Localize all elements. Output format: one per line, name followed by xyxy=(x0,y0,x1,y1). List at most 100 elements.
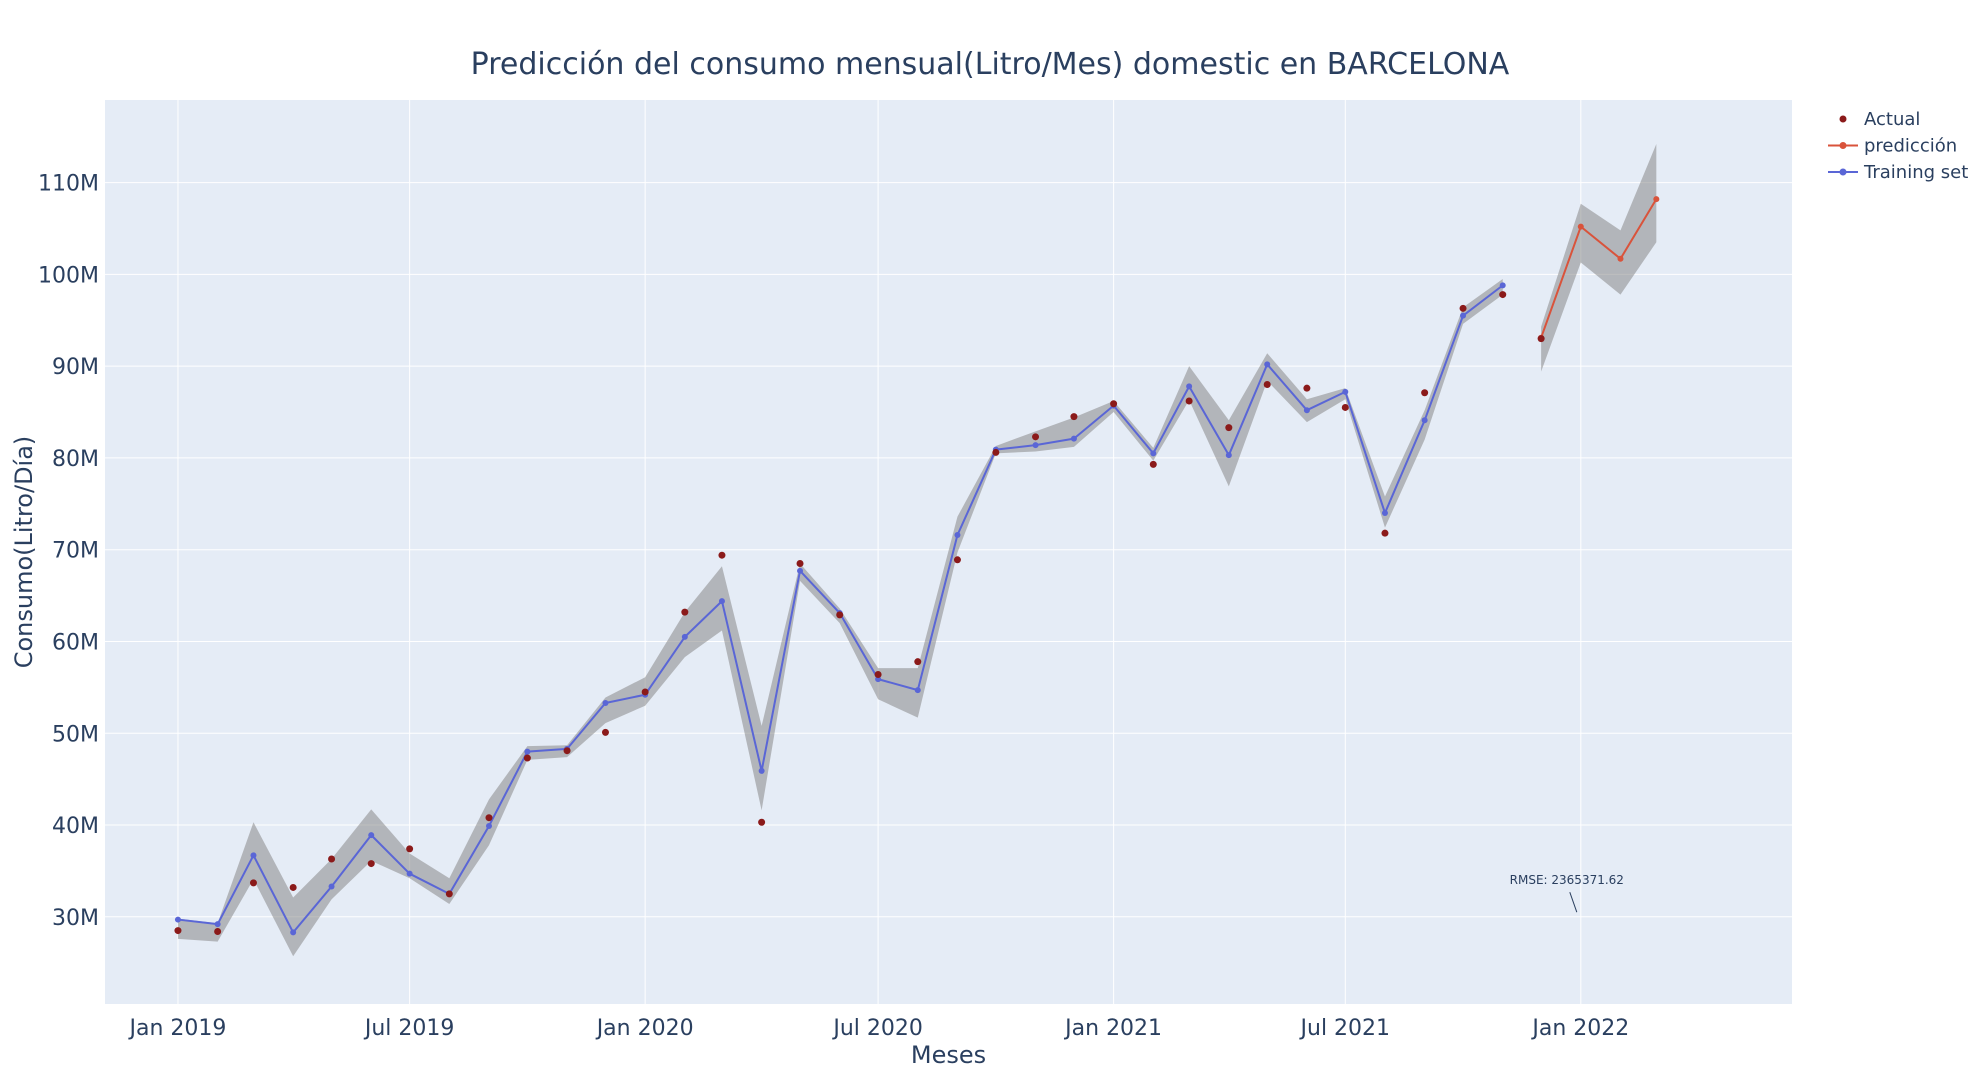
x-axis-ticks: Jan 2019 Jul 2019 Jan 2020 Jul 2020 Jan 2021… xyxy=(128,1016,1630,1041)
actual-point[interactable] xyxy=(174,927,182,935)
training-set-point[interactable] xyxy=(1032,442,1039,449)
actual-point[interactable] xyxy=(718,551,726,559)
actual-point[interactable] xyxy=(914,658,922,666)
legend-swatch-marker xyxy=(1839,142,1847,149)
prediccion-line[interactable] xyxy=(1540,198,1658,339)
training-set-point[interactable] xyxy=(485,822,492,829)
actual-point[interactable] xyxy=(1149,460,1157,468)
legend-item-actual[interactable]: Actual xyxy=(1839,109,1921,130)
actual-point[interactable] xyxy=(1537,335,1545,343)
y-axis-ticks: 30M 40M 50M 60M 70M 80M 90M 100M 110M xyxy=(38,172,99,931)
training-set-point[interactable] xyxy=(174,916,181,923)
training-set-point[interactable] xyxy=(1150,450,1157,457)
actual-point[interactable] xyxy=(1070,413,1078,421)
actual-point[interactable] xyxy=(953,556,961,564)
annotations: RMSE: 2365371.62 xyxy=(1510,873,1624,913)
actual-point[interactable] xyxy=(992,448,1000,456)
training-set-point[interactable] xyxy=(1225,452,1232,459)
y-tick-label: 60M xyxy=(52,630,99,655)
actual-point[interactable] xyxy=(1421,389,1429,397)
training-set-point[interactable] xyxy=(368,832,375,839)
legend-item-training-set[interactable]: Training set xyxy=(1828,162,1968,183)
y-tick-label: 30M xyxy=(52,906,99,931)
actual-point[interactable] xyxy=(1499,291,1507,299)
actual-point[interactable] xyxy=(1225,424,1233,432)
x-tick-label: Jul 2019 xyxy=(363,1016,455,1041)
legend-label: Training set xyxy=(1863,162,1968,183)
training-set-point[interactable] xyxy=(1460,312,1467,319)
actual-point[interactable] xyxy=(1303,384,1311,392)
actual-point[interactable] xyxy=(1110,400,1118,408)
grid-lines xyxy=(105,100,1792,1004)
training-set-point[interactable] xyxy=(718,598,725,605)
actual-point[interactable] xyxy=(1341,403,1349,411)
training-set-point[interactable] xyxy=(1303,407,1310,414)
x-tick-label: Jul 2021 xyxy=(1299,1016,1391,1041)
prediccion-point[interactable] xyxy=(1617,255,1624,262)
actual-point[interactable] xyxy=(1381,529,1389,537)
prediccion-point[interactable] xyxy=(1577,223,1584,230)
training-set-point[interactable] xyxy=(328,883,335,890)
actual-point[interactable] xyxy=(874,671,882,679)
legend-label: Actual xyxy=(1864,109,1920,130)
legend-swatch-marker xyxy=(1839,168,1847,176)
actual-point[interactable] xyxy=(641,688,649,696)
legend[interactable]: Actual predicción Training set xyxy=(1828,109,1968,183)
x-tick-label: Jan 2019 xyxy=(128,1016,227,1041)
actual-point[interactable] xyxy=(601,728,609,736)
training-set-point[interactable] xyxy=(214,921,221,928)
training-set-point[interactable] xyxy=(1070,435,1077,442)
training-set-point[interactable] xyxy=(954,532,961,539)
actual-point[interactable] xyxy=(367,860,375,868)
x-tick-label: Jan 2022 xyxy=(1530,1016,1629,1041)
x-tick-label: Jul 2020 xyxy=(831,1016,923,1041)
training-set-point[interactable] xyxy=(1342,388,1349,395)
actual-point[interactable] xyxy=(563,747,571,755)
y-axis-title: Consumo(Litro/Día) xyxy=(10,436,38,669)
training-set-point[interactable] xyxy=(681,633,688,640)
actual-point[interactable] xyxy=(1263,381,1271,389)
training-set-point[interactable] xyxy=(1186,383,1193,390)
training-set-point[interactable] xyxy=(602,699,609,706)
training-set-point[interactable] xyxy=(758,767,765,774)
actual-point[interactable] xyxy=(836,611,844,619)
y-tick-label: 50M xyxy=(52,722,99,747)
chart-title: Predicción del consumo mensual(Litro/Mes… xyxy=(471,47,1510,82)
actual-point[interactable] xyxy=(214,927,222,935)
training-set-point[interactable] xyxy=(914,687,921,694)
series-markers xyxy=(174,196,1660,936)
training-set-point[interactable] xyxy=(406,870,413,877)
y-tick-label: 70M xyxy=(52,539,99,564)
y-tick-label: 110M xyxy=(38,172,99,197)
actual-point[interactable] xyxy=(328,855,336,863)
actual-point[interactable] xyxy=(485,814,493,822)
actual-point[interactable] xyxy=(796,559,804,567)
prediccion-point[interactable] xyxy=(1653,196,1660,203)
actual-point[interactable] xyxy=(681,608,689,616)
legend-item-prediccion[interactable]: predicción xyxy=(1828,136,1957,157)
actual-point[interactable] xyxy=(445,890,453,898)
actual-point[interactable] xyxy=(758,818,766,826)
annotation-arrow xyxy=(1569,892,1578,913)
x-tick-label: Jan 2021 xyxy=(1063,1016,1162,1041)
actual-point[interactable] xyxy=(406,845,414,853)
training-set-point[interactable] xyxy=(1381,509,1388,516)
actual-point[interactable] xyxy=(523,754,531,762)
y-tick-label: 100M xyxy=(38,263,99,288)
actual-point[interactable] xyxy=(1459,304,1467,312)
y-tick-label: 80M xyxy=(52,447,99,472)
training-set-point[interactable] xyxy=(1421,417,1428,424)
actual-point[interactable] xyxy=(1185,397,1193,405)
y-tick-label: 40M xyxy=(52,814,99,839)
training-set-point[interactable] xyxy=(1264,361,1271,368)
actual-point[interactable] xyxy=(289,883,297,891)
actual-point[interactable] xyxy=(249,879,257,887)
training-set-point[interactable] xyxy=(797,567,804,574)
training-set-point[interactable] xyxy=(1499,282,1506,289)
training-set-point[interactable] xyxy=(290,929,297,936)
actual-point[interactable] xyxy=(1032,433,1040,441)
x-axis-title: Meses xyxy=(911,1041,986,1069)
training-set-point[interactable] xyxy=(250,852,257,859)
training-set-point[interactable] xyxy=(524,748,531,755)
